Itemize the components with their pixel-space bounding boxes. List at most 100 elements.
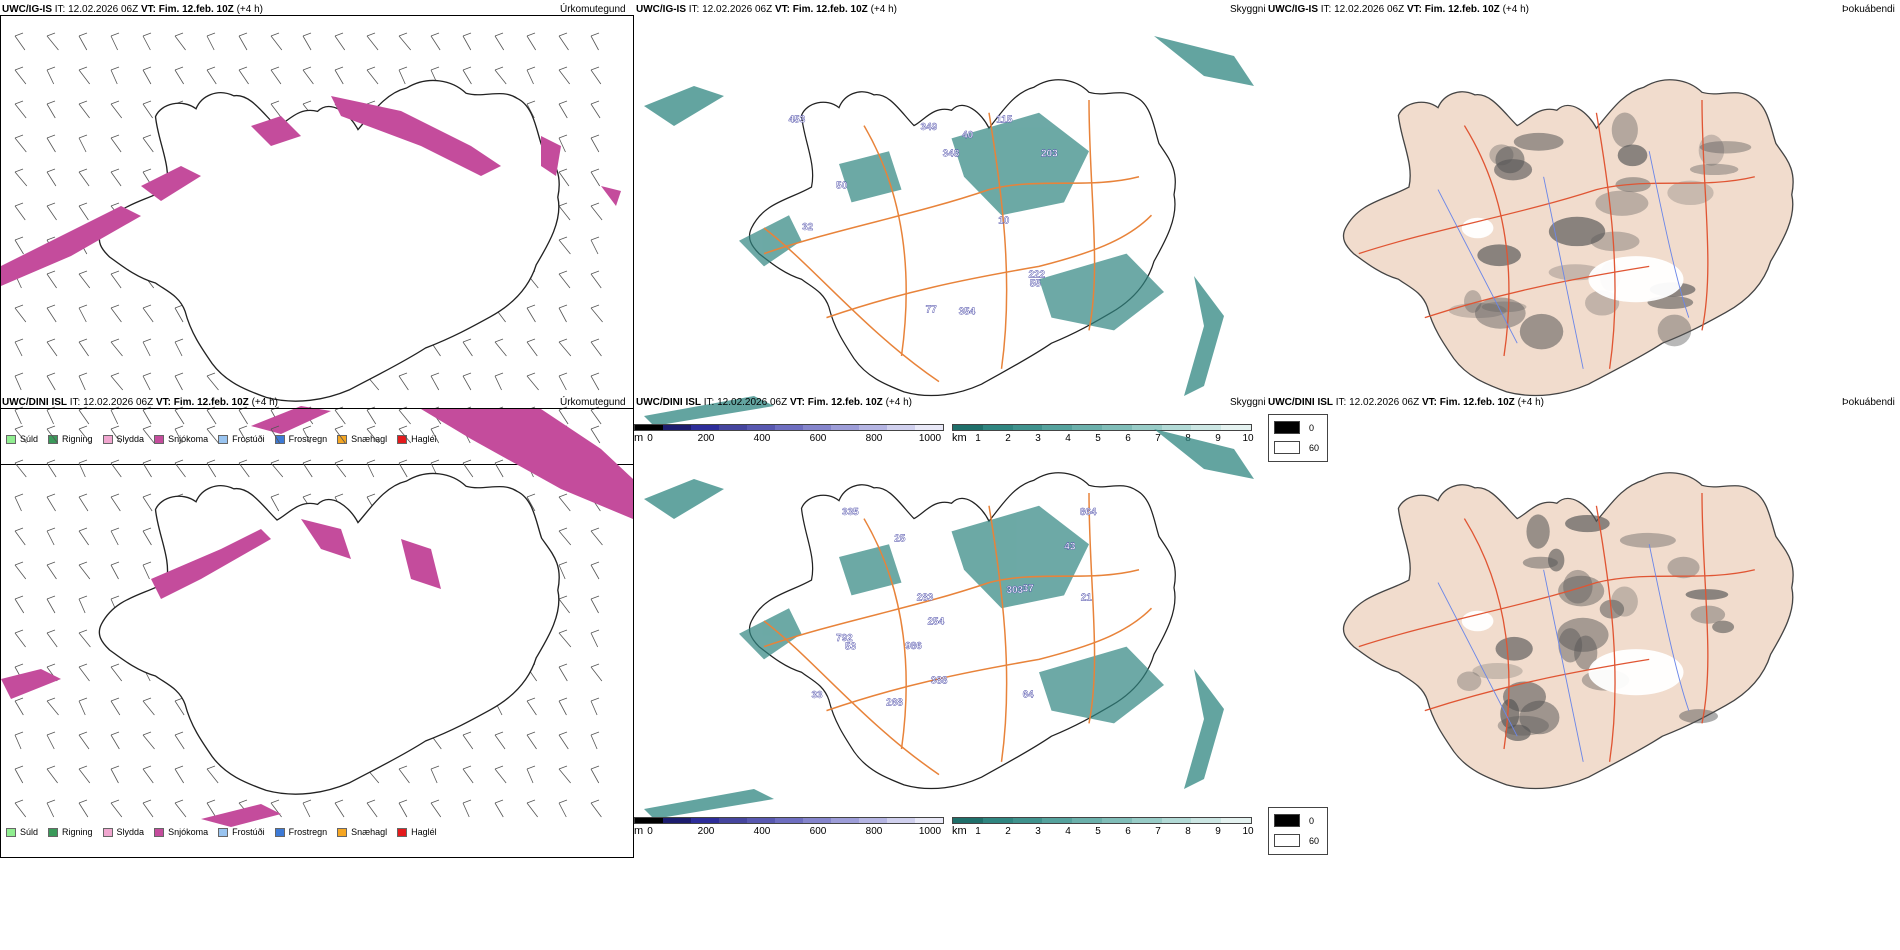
lead-time: (+4 h) bbox=[236, 4, 263, 15]
low-visibility-areas bbox=[644, 36, 1254, 426]
fog-swatch bbox=[1274, 441, 1300, 454]
it-value: 12.02.2026 06Z bbox=[68, 4, 139, 15]
legend-label: Frostúði bbox=[232, 434, 265, 444]
map-frame bbox=[0, 15, 634, 465]
it-label: IT: bbox=[688, 4, 700, 15]
fog-swatch bbox=[1274, 421, 1300, 434]
cloud-base-label: 37 bbox=[1023, 583, 1035, 594]
vt-label: VT: bbox=[1421, 397, 1437, 408]
scale-tick: 400 bbox=[753, 826, 771, 837]
it-value: 12.02.2026 06Z bbox=[1334, 4, 1405, 15]
cloud-base-label: 268 bbox=[886, 698, 903, 709]
model-name: UWC/DINI ISL bbox=[636, 397, 701, 408]
scale-tick: 4 bbox=[1065, 433, 1071, 444]
scale-tick: 0 bbox=[647, 826, 653, 837]
cloudbase-unit: m bbox=[634, 432, 644, 444]
legend-item: Rigning bbox=[48, 434, 93, 444]
model-name: UWC/DINI ISL bbox=[1268, 397, 1333, 408]
fog-legend-label: 0 bbox=[1309, 816, 1315, 826]
legend-swatch bbox=[274, 827, 285, 837]
road-network bbox=[763, 492, 1153, 776]
legend-label: Slydda bbox=[116, 434, 145, 444]
fog-legend: 0 60 bbox=[1268, 414, 1328, 462]
cloud-base-label: 303 bbox=[1006, 585, 1023, 596]
cloud-base-label: 254 bbox=[927, 616, 944, 627]
vt-value: Fim. 12.feb. 10Z bbox=[1424, 4, 1500, 15]
lead-time: (+4 h) bbox=[251, 397, 278, 408]
lead-time: (+4 h) bbox=[1517, 397, 1544, 408]
legend-label: Frostúði bbox=[232, 827, 265, 837]
legend-swatch bbox=[337, 827, 348, 837]
scale-tick: 1000 bbox=[918, 433, 942, 444]
visibility-colorbar bbox=[952, 424, 1252, 431]
precip-map bbox=[1, 32, 621, 434]
it-label: IT: bbox=[54, 4, 66, 15]
legend-item: Súld bbox=[6, 434, 38, 444]
fog-index-panel: UWC/DINI ISL IT: 12.02.2026 06Z VT: Fim.… bbox=[1266, 393, 1900, 790]
cloud-areas bbox=[739, 112, 1164, 331]
legend-item: Frostregn bbox=[274, 827, 328, 837]
precip-type-panel: UWC/DINI ISL IT: 12.02.2026 06Z VT: Fim.… bbox=[0, 393, 634, 858]
cloud-base-label: 43 bbox=[1064, 541, 1076, 552]
cloud-base-label: 348 bbox=[943, 149, 960, 160]
legend-item: Frostúði bbox=[218, 434, 265, 444]
panel-header: UWC/DINI ISL IT: 12.02.2026 06Z VT: Fim.… bbox=[2, 397, 278, 408]
it-value: 12.02.2026 06Z bbox=[83, 397, 154, 408]
fog-index-field bbox=[1456, 514, 1735, 742]
fog-swatch bbox=[1274, 814, 1300, 827]
scale-tick: 8 bbox=[1185, 826, 1191, 837]
cloud-base-label: 864 bbox=[1080, 507, 1097, 518]
road-network bbox=[763, 99, 1153, 383]
vt-label: VT: bbox=[1406, 4, 1422, 15]
cloud-base-label: 388 bbox=[931, 676, 948, 687]
precip-legend: Súld Rigning Slydda Snjókoma Frostúði Frostre… bbox=[6, 827, 447, 837]
fog-legend-label: 60 bbox=[1309, 836, 1320, 846]
scale-tick: 5 bbox=[1095, 433, 1101, 444]
panel-header: UWC/DINI ISL IT: 12.02.2026 06Z VT: Fim.… bbox=[1268, 397, 1544, 408]
legend-item: Snjókoma bbox=[154, 827, 208, 837]
cloud-base-label: 32 bbox=[802, 222, 814, 233]
legend-swatch bbox=[102, 434, 113, 444]
legend-label: Snæhagl bbox=[351, 434, 388, 444]
legend-swatch bbox=[218, 827, 229, 837]
legend-label: Haglél bbox=[411, 827, 437, 837]
scale-tick: 10 bbox=[1242, 826, 1254, 837]
visibility-colorbar bbox=[952, 817, 1252, 824]
scale-tick: 2 bbox=[1005, 826, 1011, 837]
road-network bbox=[1358, 99, 1755, 369]
scale-tick: 800 bbox=[865, 826, 883, 837]
scale-tick: 1000 bbox=[918, 826, 942, 837]
model-name: UWC/IG-IS bbox=[2, 4, 52, 15]
cloud-title: Skyggni bbox=[1230, 4, 1266, 15]
fog-index-panel: UWC/IG-IS IT: 12.02.2026 06Z VT: Fim. 12… bbox=[1266, 0, 1900, 397]
fog-title: Þokuábendi bbox=[1842, 4, 1895, 15]
cloud-base-label: 10 bbox=[998, 216, 1010, 227]
panel-header: UWC/DINI ISL IT: 12.02.2026 06Z VT: Fim.… bbox=[636, 397, 912, 408]
fog-legend: 0 60 bbox=[1268, 807, 1328, 855]
low-visibility-areas bbox=[644, 429, 1254, 819]
legend-item: Haglél bbox=[397, 434, 437, 444]
scale-tick: 200 bbox=[697, 433, 715, 444]
scale-tick: 3 bbox=[1035, 433, 1041, 444]
panel-header: UWC/IG-IS IT: 12.02.2026 06Z VT: Fim. 12… bbox=[1268, 4, 1529, 15]
fog-title: Þokuábendi bbox=[1842, 397, 1895, 408]
legend-item: Rigning bbox=[48, 827, 93, 837]
legend-label: Súld bbox=[20, 827, 39, 837]
legend-item: Haglél bbox=[397, 827, 437, 837]
scale-tick: 10 bbox=[1242, 433, 1254, 444]
legend-label: Snæhagl bbox=[351, 827, 388, 837]
vt-label: VT: bbox=[140, 4, 156, 15]
legend-label: Frostregn bbox=[288, 827, 328, 837]
scale-tick: 400 bbox=[753, 433, 771, 444]
iceland-outline bbox=[98, 79, 560, 402]
scale-tick: 2 bbox=[1005, 433, 1011, 444]
scale-tick: 4 bbox=[1065, 826, 1071, 837]
scale-tick: 5 bbox=[1095, 826, 1101, 837]
cloud-base-label: 64 bbox=[1023, 689, 1035, 700]
cloud-title: Skyggni bbox=[1230, 397, 1266, 408]
legend-label: Rigning bbox=[62, 434, 93, 444]
scale-tick: 9 bbox=[1215, 826, 1221, 837]
cloudbase-colorbar bbox=[634, 424, 944, 431]
lead-time: (+4 h) bbox=[870, 4, 897, 15]
cloud-areas bbox=[739, 505, 1164, 724]
